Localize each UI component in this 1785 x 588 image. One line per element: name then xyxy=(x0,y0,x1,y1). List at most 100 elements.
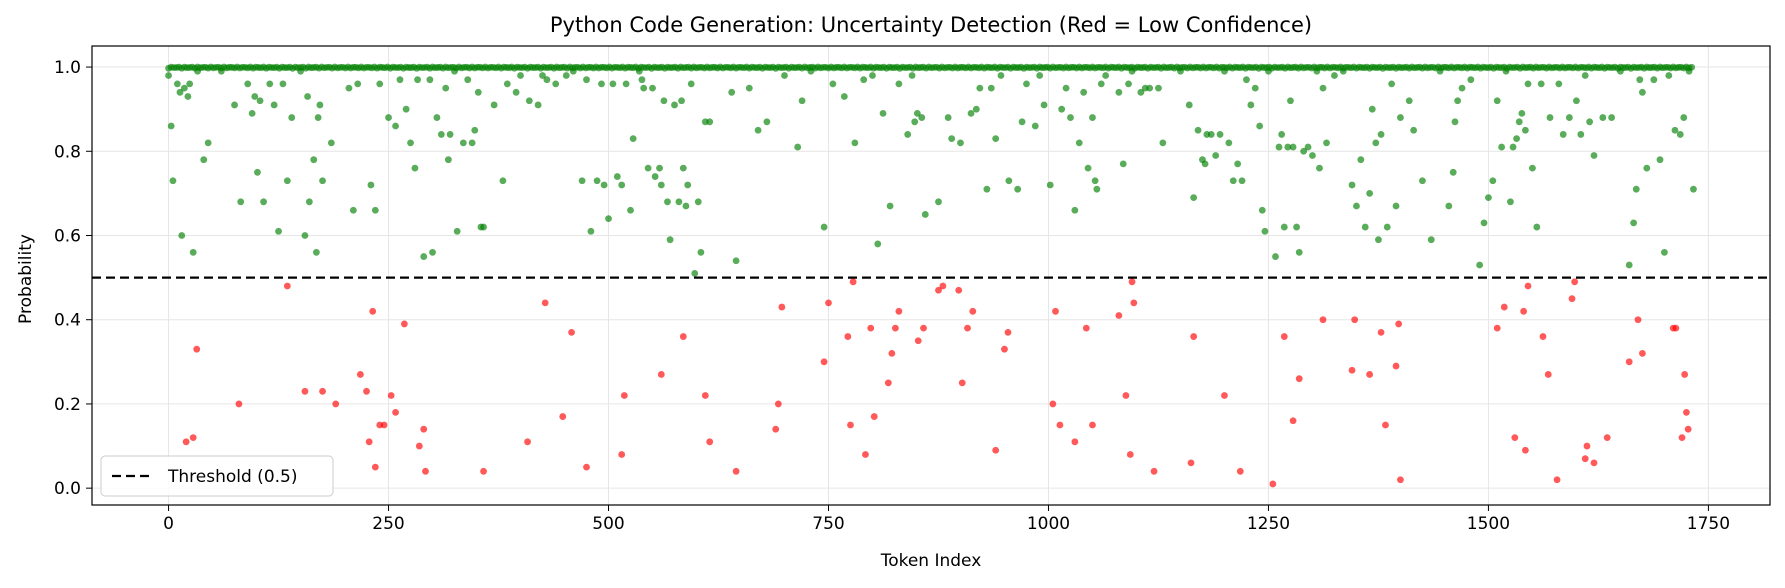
high-confidence-point xyxy=(1185,101,1193,109)
high-confidence-point xyxy=(1357,156,1365,164)
high-confidence-point xyxy=(251,93,259,100)
high-confidence-point xyxy=(444,156,452,164)
high-confidence-point xyxy=(895,80,903,88)
high-confidence-point xyxy=(186,80,194,88)
high-confidence-point xyxy=(539,72,546,79)
y-tick-label: 1.0 xyxy=(54,58,81,78)
high-confidence-point xyxy=(874,240,882,248)
high-confidence-point xyxy=(629,135,637,143)
high-confidence-point xyxy=(1018,118,1026,126)
high-confidence-point xyxy=(660,97,668,105)
high-confidence-point xyxy=(967,109,975,117)
high-confidence-point xyxy=(1636,76,1644,84)
legend: Threshold (0.5) xyxy=(100,455,334,497)
high-confidence-point xyxy=(1221,67,1228,75)
high-confidence-point xyxy=(367,181,375,189)
low-confidence-point xyxy=(1351,316,1359,324)
high-confidence-point xyxy=(169,177,177,185)
high-confidence-point xyxy=(1300,147,1308,155)
high-confidence-point xyxy=(1507,198,1514,206)
high-confidence-point xyxy=(935,198,942,206)
high-confidence-point xyxy=(1313,67,1321,75)
high-confidence-point xyxy=(376,80,384,88)
high-confidence-point xyxy=(411,164,419,172)
high-confidence-point xyxy=(305,198,313,206)
low-confidence-point xyxy=(820,358,828,366)
high-confidence-point xyxy=(666,236,674,244)
high-confidence-point xyxy=(1625,261,1633,269)
low-confidence-point xyxy=(371,463,379,471)
low-confidence-point xyxy=(847,421,854,429)
high-confidence-point xyxy=(1023,80,1030,88)
high-confidence-point xyxy=(1410,126,1418,134)
high-confidence-point xyxy=(583,76,590,84)
high-confidence-point xyxy=(1581,72,1589,79)
low-confidence-point xyxy=(1115,312,1123,319)
low-confidence-point xyxy=(870,413,878,420)
high-confidence-point xyxy=(656,164,663,172)
high-confidence-point xyxy=(288,114,296,121)
low-confidence-series xyxy=(182,278,1692,488)
low-confidence-point xyxy=(1126,451,1134,458)
high-confidence-point xyxy=(691,269,699,277)
high-confidence-point xyxy=(1005,177,1013,185)
high-confidence-point xyxy=(194,67,201,75)
high-confidence-point xyxy=(992,135,1000,143)
low-confidence-point xyxy=(1603,434,1611,442)
high-confidence-point xyxy=(598,80,605,88)
high-confidence-point xyxy=(1368,105,1376,113)
low-confidence-point xyxy=(1377,328,1385,336)
high-confidence-point xyxy=(283,177,291,185)
x-tick-label: 1250 xyxy=(1247,514,1290,534)
high-confidence-point xyxy=(464,76,472,84)
high-confidence-point xyxy=(1243,76,1250,84)
high-confidence-point xyxy=(437,131,445,138)
high-confidence-point xyxy=(675,198,683,206)
high-confidence-point xyxy=(781,72,788,79)
high-confidence-point xyxy=(1084,164,1092,172)
high-confidence-point xyxy=(1258,206,1266,214)
high-confidence-point xyxy=(908,72,916,79)
high-confidence-point xyxy=(256,97,264,105)
high-confidence-point xyxy=(512,88,520,96)
low-confidence-point xyxy=(1056,421,1064,429)
high-confidence-point xyxy=(1665,72,1673,79)
high-confidence-point xyxy=(254,168,261,176)
high-confidence-point xyxy=(1278,131,1286,138)
high-confidence-point xyxy=(1194,126,1202,134)
high-confidence-point xyxy=(997,72,1005,79)
high-confidence-point xyxy=(1304,143,1312,151)
low-confidence-point xyxy=(301,387,309,395)
high-confidence-point xyxy=(1287,97,1294,105)
low-confidence-point xyxy=(392,408,399,416)
low-confidence-point xyxy=(568,328,575,336)
low-confidence-point xyxy=(1004,328,1012,336)
high-confidence-point xyxy=(1190,194,1198,201)
high-confidence-point xyxy=(525,97,533,105)
low-confidence-point xyxy=(1082,324,1090,332)
high-confidence-point xyxy=(371,206,379,214)
legend-box xyxy=(100,455,334,497)
low-confidence-point xyxy=(1382,421,1389,429)
low-confidence-point xyxy=(1683,408,1690,416)
high-confidence-point xyxy=(649,84,656,92)
high-confidence-point xyxy=(1529,164,1536,172)
x-tick-label: 1750 xyxy=(1687,514,1730,534)
high-confidence-point xyxy=(184,93,192,100)
high-confidence-point xyxy=(1617,67,1624,75)
high-confidence-point xyxy=(1272,253,1279,260)
high-confidence-point xyxy=(687,80,695,88)
high-confidence-point xyxy=(1559,131,1567,138)
high-confidence-point xyxy=(1115,88,1123,96)
high-confidence-point xyxy=(578,177,586,185)
high-confidence-point xyxy=(244,80,252,88)
high-confidence-point xyxy=(1680,114,1688,121)
low-confidence-point xyxy=(415,442,423,450)
high-confidence-point xyxy=(1537,80,1545,88)
high-confidence-point xyxy=(640,84,648,92)
high-confidence-point xyxy=(1565,114,1573,121)
high-confidence-point xyxy=(1513,135,1520,143)
high-confidence-point xyxy=(829,80,837,88)
high-confidence-point xyxy=(1091,177,1099,185)
high-confidence-point xyxy=(911,118,919,126)
